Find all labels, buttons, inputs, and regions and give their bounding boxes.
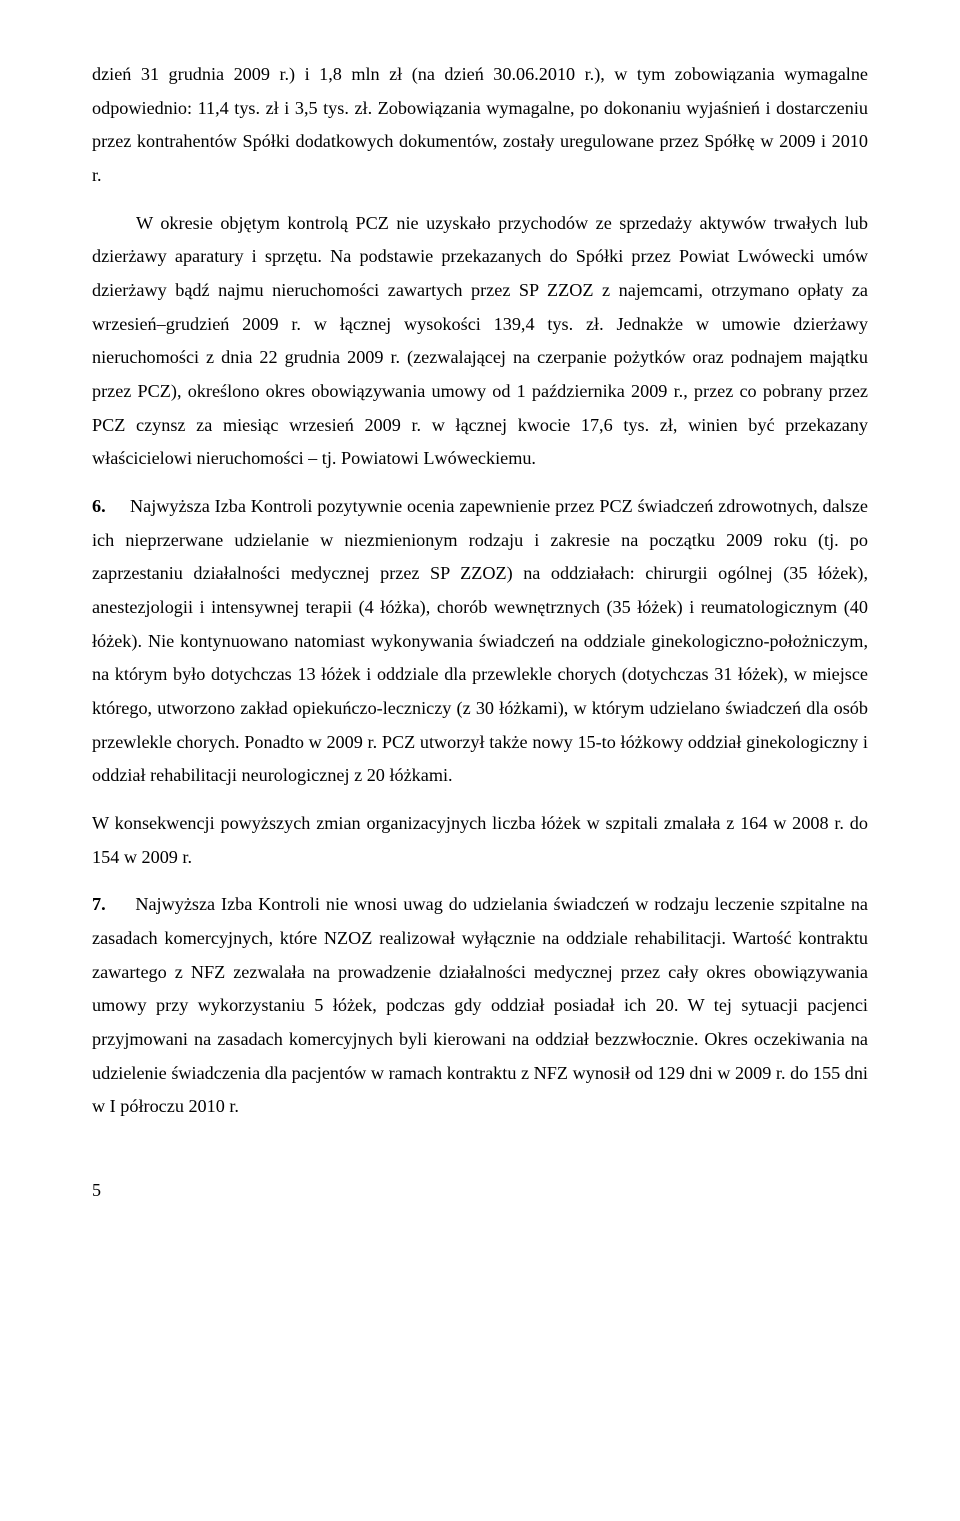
paragraph-5-number: 7.	[92, 894, 106, 914]
paragraph-5: 7. Najwyższa Izba Kontroli nie wnosi uwa…	[92, 888, 868, 1124]
document-page: dzień 31 grudnia 2009 r.) i 1,8 mln zł (…	[0, 0, 960, 1521]
paragraph-3-number: 6.	[92, 496, 106, 516]
paragraph-1-text: dzień 31 grudnia 2009 r.) i 1,8 mln zł (…	[92, 64, 868, 185]
paragraph-3-text: Najwyższa Izba Kontroli pozytywnie oceni…	[92, 496, 868, 785]
paragraph-1: dzień 31 grudnia 2009 r.) i 1,8 mln zł (…	[92, 58, 868, 193]
paragraph-3: 6. Najwyższa Izba Kontroli pozytywnie oc…	[92, 490, 868, 793]
paragraph-4: W konsekwencji powyższych zmian organiza…	[92, 807, 868, 874]
paragraph-5-text: Najwyższa Izba Kontroli nie wnosi uwag d…	[92, 894, 868, 1116]
paragraph-4-text: W konsekwencji powyższych zmian organiza…	[92, 813, 868, 867]
paragraph-2: W okresie objętym kontrolą PCZ nie uzysk…	[92, 207, 868, 476]
paragraph-2-text: W okresie objętym kontrolą PCZ nie uzysk…	[92, 213, 868, 469]
page-number: 5	[92, 1174, 868, 1207]
